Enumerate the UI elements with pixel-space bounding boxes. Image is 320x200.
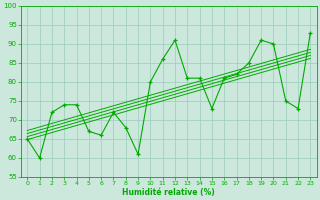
X-axis label: Humidité relative (%): Humidité relative (%)	[123, 188, 215, 197]
